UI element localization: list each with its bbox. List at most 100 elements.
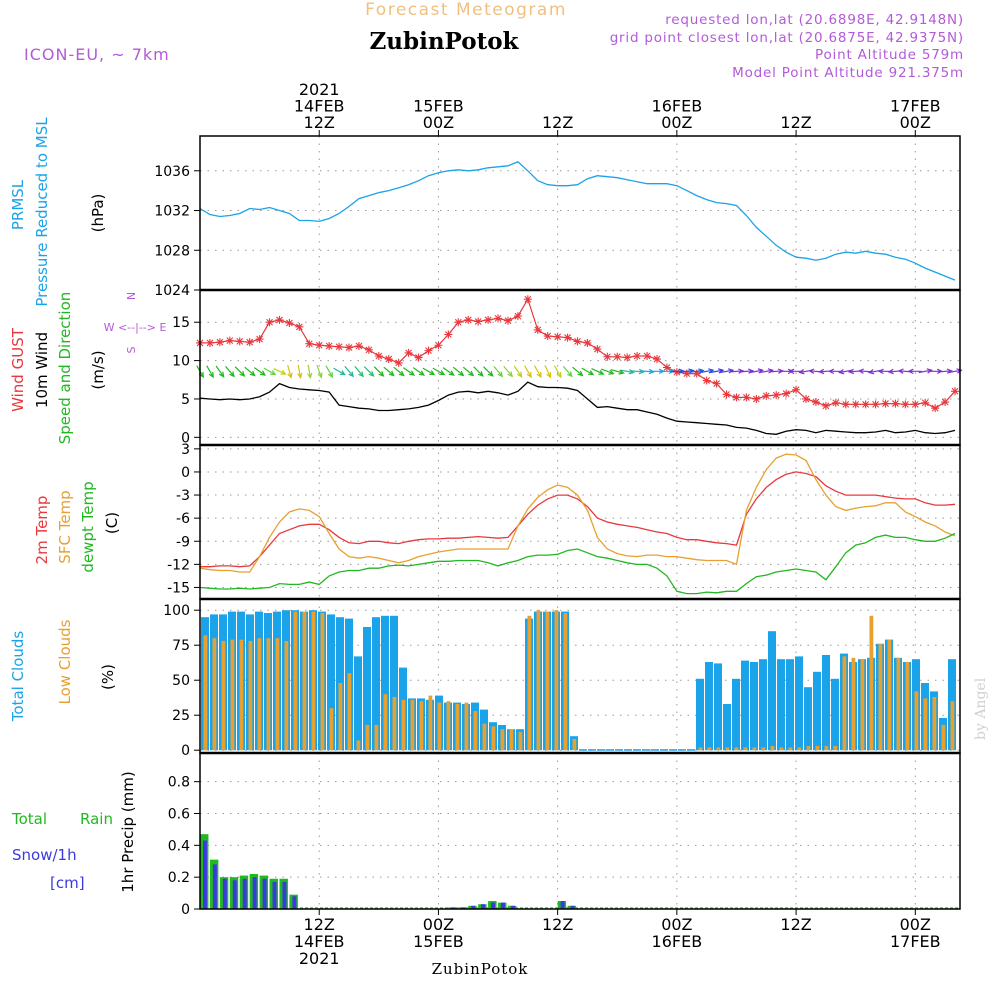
gust-marker [205,338,214,347]
gust-marker [901,400,910,409]
total-clouds-label: Total Clouds [9,631,27,723]
point-altitude: Point Altitude 579m [815,47,964,63]
closest-coords: grid point closest lon,lat (20.6875E, 42… [610,30,964,46]
total-cloud-bar [669,749,677,751]
gust-marker [931,404,940,413]
y-tick-label: 1024 [154,283,190,299]
gust-line [200,297,956,409]
gust-marker [623,353,632,362]
y-tick-label: 0.2 [168,870,190,886]
wind-direction-arrow [297,364,303,380]
total-cloud-bar [363,627,371,751]
gust-marker [633,351,642,360]
low-cloud-bar [725,747,730,751]
precip-snow-bar [242,878,247,909]
total-cloud-bar [606,749,614,751]
low-cloud-bar [302,611,307,751]
gust-marker [811,398,820,407]
low-cloud-bar [869,615,874,751]
bottom-time-label: 14FEB [294,932,345,951]
gust-marker [821,401,830,410]
gust-marker [603,352,612,361]
low-cloud-bar [374,725,379,751]
gust-marker [702,376,711,385]
gust-marker [533,325,542,334]
total-cloud-bar [579,749,587,751]
total-cloud-bar [768,631,776,751]
wind-direction-arrow [918,368,933,374]
wind-direction-arrow [225,366,235,378]
wind-direction-arrow [402,367,416,376]
gust-marker [434,341,443,350]
gust-marker [404,348,413,357]
low-cloud-bar [248,641,253,751]
low-cloud-bar [401,699,406,751]
total-cloud-bar [786,659,794,751]
temp-2m-label: 2m Temp [33,496,51,565]
total-cloud-bar [354,656,362,751]
low-cloud-bar [266,638,271,751]
low-cloud-bar [446,701,451,751]
low-cloud-bar [311,611,316,751]
gust-marker [682,369,691,378]
low-cloud-bar [878,643,883,751]
dewpt-line [199,532,956,595]
low-cloud-bar [860,659,865,751]
low-clouds-label: Low Clouds [56,619,74,704]
wind-direction-arrow [581,367,595,376]
gust-marker [871,400,880,409]
gust-marker [861,400,870,409]
gust-marker [454,318,463,327]
compass-s: S [125,346,138,353]
gust-marker [384,355,393,364]
footer-station: ZubinPotok [432,960,529,978]
low-cloud-bar [419,701,424,751]
total-cloud-bar [615,749,623,751]
percent-unit-label: (%) [99,664,117,690]
gust-marker [573,337,582,346]
gust-marker [424,346,433,355]
total-cloud-bar [750,662,758,751]
low-cloud-bar [698,747,703,751]
gust-marker [394,358,403,367]
total-cloud-bar [723,704,731,751]
wind-direction-arrow [493,366,504,378]
temp-sfc-label: SFC Temp [56,490,74,563]
total-cloud-bar [777,659,785,751]
low-cloud-bar [815,746,820,751]
bottom-time-label: 12Z [304,915,335,934]
gust-marker [891,399,900,408]
low-cloud-bar [779,747,784,751]
wind-direction-arrow [462,366,475,377]
bottom-time-label: 16FEB [652,932,703,951]
low-cloud-bar [482,723,487,751]
wind-direction-arrow [307,364,313,380]
precip-rain-label: Rain [80,810,113,828]
total-cloud-bar [822,655,830,751]
y-tick-label: 3 [181,442,190,458]
top-time-label: 00Z [661,113,692,132]
gust-marker [851,400,860,409]
wind-direction-arrow [354,366,364,378]
total-cloud-bar [597,749,605,751]
wind-direction-arrow [383,366,395,377]
wind-10m-label: 10m Wind [33,332,51,408]
precip-snow-label: Snow/1h [12,846,77,864]
low-cloud-bar [356,740,361,751]
model-label: ICON-EU, ~ 7km [24,45,170,64]
bottom-time-label: 12Z [542,915,573,934]
wind-direction-arrow [533,365,542,379]
wind-direction-arrow [670,368,685,374]
gust-marker [245,338,254,347]
gust-marker [762,391,771,400]
gust-marker [543,332,552,341]
station-title: ZubinPotok [370,28,520,55]
gust-marker [712,379,721,388]
gust-marker [275,315,284,324]
gust-marker [354,342,363,351]
low-cloud-bar [950,701,955,751]
wind-direction-arrow [610,369,625,375]
total-cloud-bar [831,678,839,751]
model-altitude: Model Point Altitude 921.375m [732,65,964,81]
wind-direction-arrow [452,366,465,377]
